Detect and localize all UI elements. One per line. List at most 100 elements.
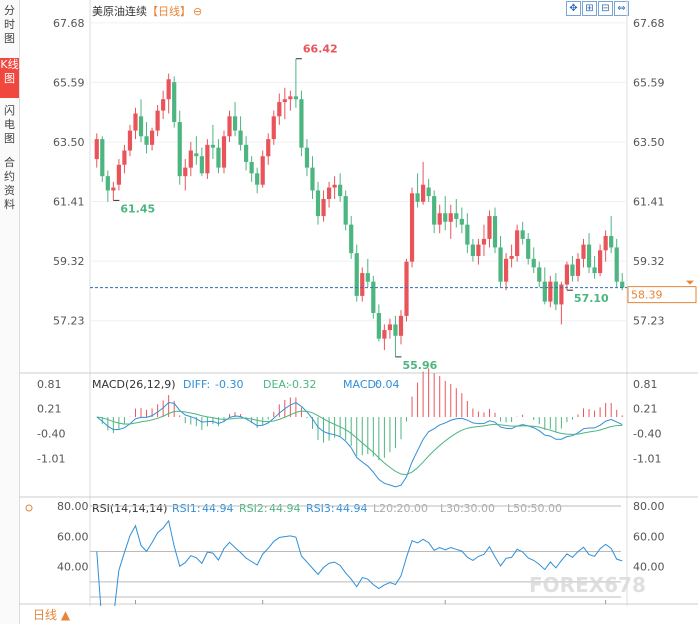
candle-body (188, 150, 193, 168)
candle-body (326, 187, 332, 199)
macd-legend-label: DIFF: (183, 378, 210, 391)
bottom-period-tab[interactable]: 日线 ▲ (33, 608, 71, 622)
rsi-legend-value: 44.94 (202, 502, 234, 515)
rsi-legend-value: 50.00 (531, 502, 563, 515)
zoom-in-icon[interactable]: ⊞ (582, 1, 597, 16)
candle-body (376, 312, 381, 339)
candle-body (371, 281, 376, 313)
price-tick-label-left: 65.59 (53, 76, 85, 89)
move-icon[interactable]: ✥ (566, 1, 581, 16)
candle-body (448, 213, 453, 222)
rsi-legend-value: 44.94 (336, 502, 368, 515)
candle-body (172, 82, 177, 123)
candle-body (183, 167, 188, 177)
macd-tick-label-left: 0.81 (37, 378, 62, 391)
candle-body (586, 244, 592, 268)
tab-contract-info[interactable]: 合约资料 (4, 156, 15, 211)
macd-tick-label-right: -0.40 (633, 427, 661, 440)
candle-body (476, 244, 481, 256)
candle-body (531, 258, 536, 268)
candle-body (293, 96, 298, 100)
macd-title: MACD(26,12,9) (92, 378, 176, 391)
candle-body (365, 273, 370, 282)
candle-body (144, 136, 149, 145)
candle-body (227, 116, 232, 137)
candle-body (598, 250, 603, 274)
candle-body (404, 261, 409, 316)
price-tick-label-left: 67.68 (53, 17, 85, 30)
candle-body (465, 224, 470, 245)
candle-body (249, 161, 254, 174)
candle-body (271, 116, 276, 140)
price-tick-label-left: 57.23 (53, 315, 85, 328)
rsi-legend-value: 44.94 (269, 502, 301, 515)
candle-body (177, 122, 182, 177)
chart-canvas[interactable]: 67.68 67.68 65.59 65.59 63.50 63.50 61.41 61.41… (19, 0, 698, 606)
macd-tick-label-left: -1.01 (37, 452, 65, 465)
candle-body (592, 267, 597, 274)
rsi-tick-label-left: 40.00 (57, 561, 89, 574)
candle-body (100, 139, 105, 177)
candle-body (564, 264, 570, 285)
rsi-legend-label: L30: (440, 502, 464, 515)
left-tab-bar: 分时图 K线图 闪电图 合约资料 (0, 0, 20, 624)
chart-title: 美原油连续【日线】 ⊖ (92, 3, 202, 19)
rsi1-line (96, 519, 623, 606)
candle-body (210, 144, 216, 148)
price-tick-label-right: 57.23 (633, 315, 665, 328)
candle-body (548, 281, 553, 302)
candle-body (354, 253, 359, 296)
candle-body (459, 218, 464, 225)
candle-body (315, 190, 321, 217)
candle-body (332, 184, 337, 188)
macd-dea-line (96, 410, 623, 476)
candle-body (432, 196, 437, 225)
candle-body (360, 273, 365, 296)
rsi-tick-label-right: 60.00 (633, 530, 665, 543)
candle-body (515, 230, 520, 256)
last-price-label: 58.39 (631, 289, 663, 302)
candle-body (105, 176, 110, 191)
rsi-title: RSI(14,14,14) (92, 502, 167, 515)
period-label[interactable]: 【日线】 (147, 5, 191, 18)
candle-body (161, 99, 166, 111)
candle-body (454, 213, 459, 219)
candle-body (620, 281, 625, 288)
rsi-tick-label-right: 40.00 (633, 561, 665, 574)
macd-tick-label-left: 0.21 (37, 402, 62, 415)
extreme-label: 55.96 (402, 359, 437, 372)
candle-body (199, 156, 204, 174)
candle-body (492, 216, 498, 248)
candle-body (520, 230, 525, 239)
price-tick-label-right: 65.59 (633, 76, 665, 89)
rsi-legend-value: 20.00 (397, 502, 429, 515)
rsi-tick-label-left: 80.00 (57, 500, 89, 513)
tab-kline[interactable]: K线图 (0, 58, 19, 98)
candle-body (122, 150, 127, 165)
macd-tick-label-left: -0.40 (37, 427, 65, 440)
rsi-legend-label: L50: (507, 502, 531, 515)
macd-legend-label: DEA: (263, 378, 289, 391)
candle-body (304, 147, 310, 168)
candle-body (205, 144, 210, 174)
instrument-name: 美原油连续 (92, 5, 147, 18)
candle-body (614, 247, 619, 282)
extreme-label: 61.45 (120, 202, 155, 215)
tab-flash-chart[interactable]: 闪电图 (4, 104, 15, 145)
candle-body (321, 198, 326, 217)
candle-body (266, 139, 271, 157)
candle-body (282, 99, 287, 103)
settings-icon (25, 504, 33, 512)
price-tick-label-right: 67.68 (633, 17, 665, 30)
tab-time-sharing[interactable]: 分时图 (4, 4, 15, 45)
expand-icon[interactable]: ⇔ (614, 1, 629, 16)
candle-body (443, 213, 448, 222)
candle-body (609, 236, 614, 248)
candle-body (149, 130, 155, 145)
candle-body (575, 258, 581, 276)
candle-body (537, 267, 542, 282)
price-tick-label-right: 59.32 (633, 255, 665, 268)
period-toggle-icon[interactable]: ⊖ (193, 5, 203, 18)
rsi-tick-label-right: 80.00 (633, 500, 665, 513)
zoom-out-icon[interactable]: ⊟ (598, 1, 613, 16)
